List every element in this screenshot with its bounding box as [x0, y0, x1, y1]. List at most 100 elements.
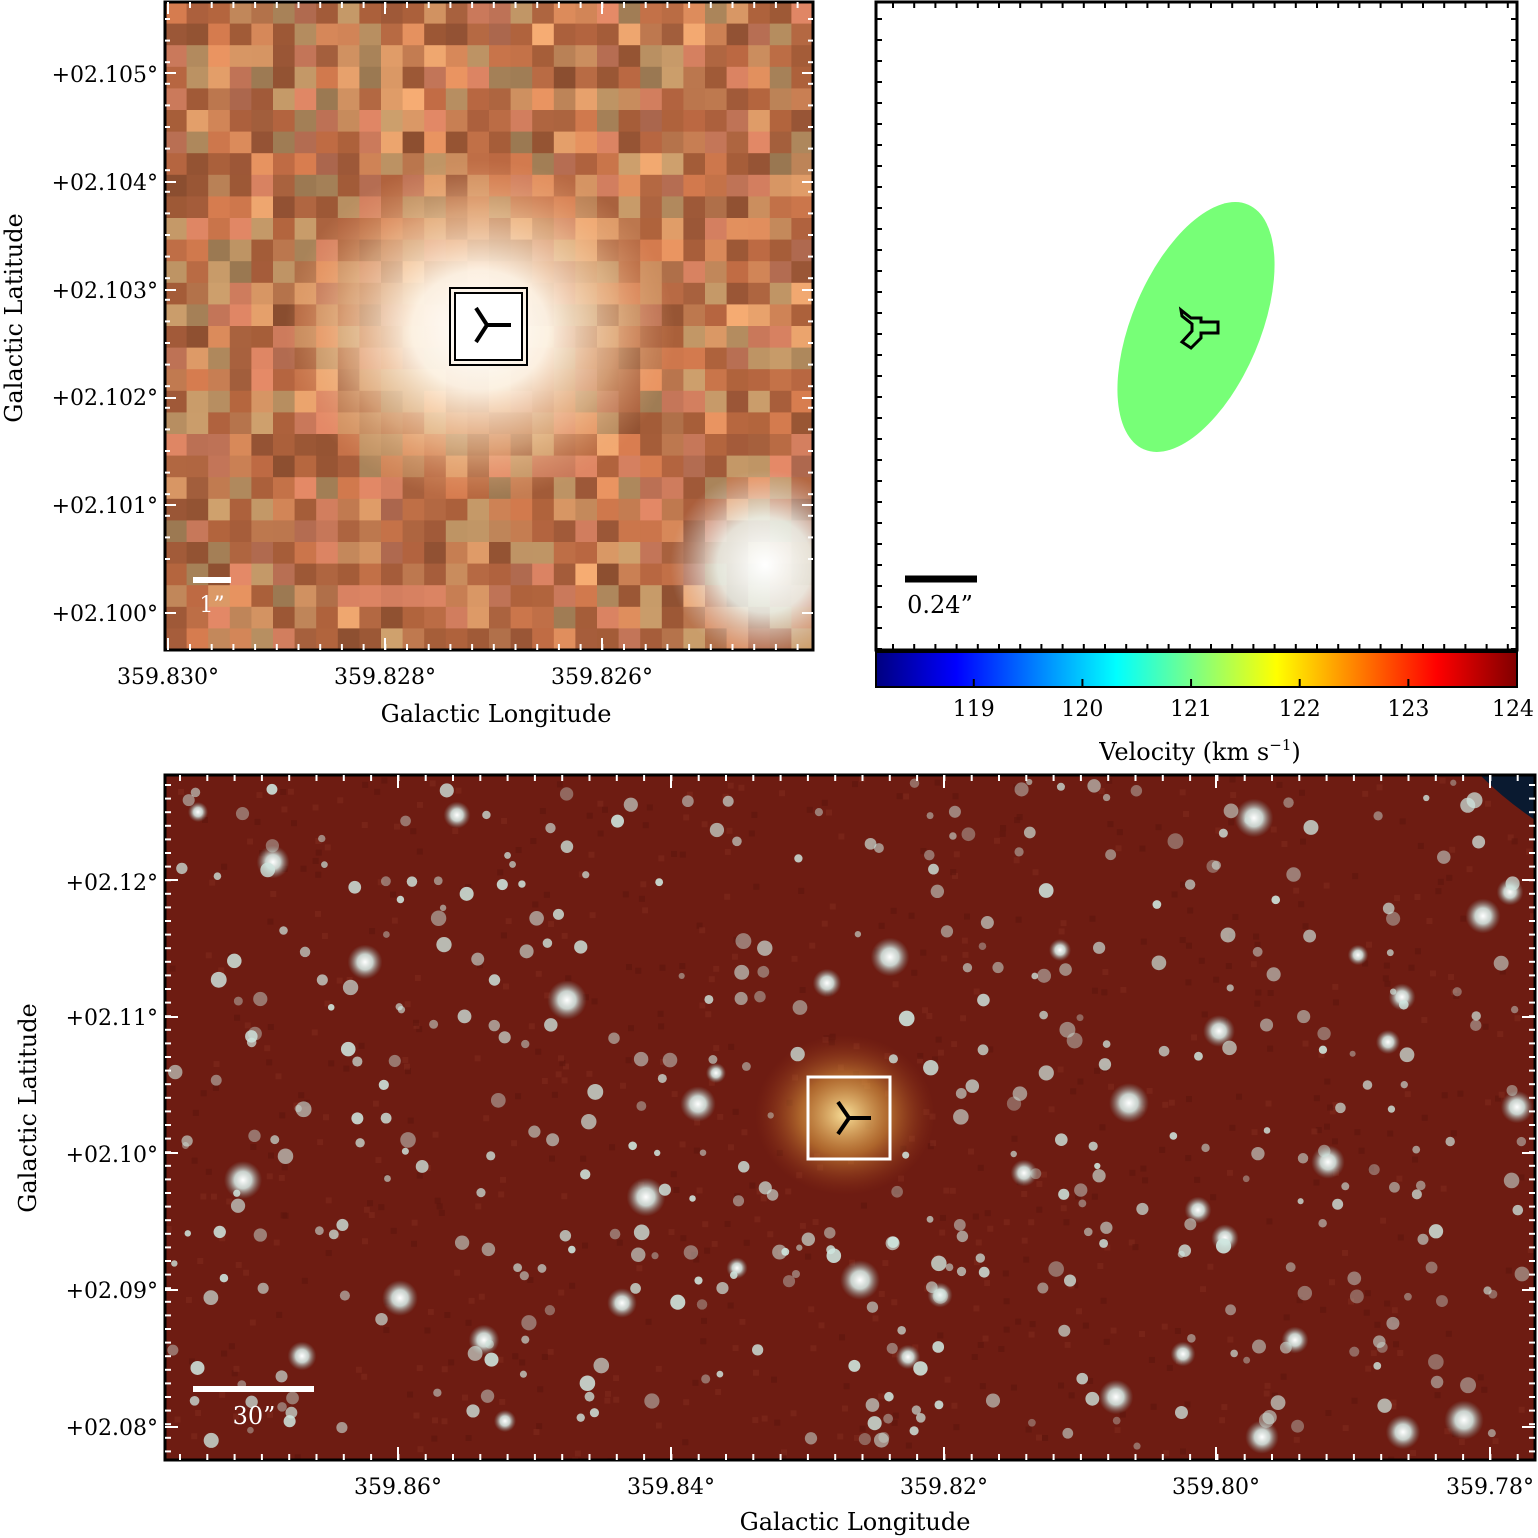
noise-pixel — [892, 1351, 899, 1358]
faint-star — [1152, 900, 1162, 909]
image-pixel — [186, 412, 209, 435]
noise-pixel — [441, 1418, 448, 1425]
noise-pixel — [1404, 1091, 1411, 1098]
noise-pixel — [872, 1315, 879, 1322]
image-pixel — [251, 131, 274, 154]
noise-pixel — [315, 849, 322, 856]
faint-star — [1242, 1175, 1250, 1183]
image-pixel — [251, 2, 274, 25]
noise-pixel — [734, 1193, 741, 1200]
faint-star — [1058, 1188, 1070, 1200]
noise-pixel — [527, 1276, 534, 1283]
faint-star — [190, 1360, 205, 1375]
faint-star — [401, 1147, 409, 1155]
faint-star — [227, 953, 242, 969]
image-pixel — [186, 390, 209, 413]
noise-pixel — [806, 806, 813, 813]
noise-pixel — [920, 949, 927, 956]
image-pixel — [251, 434, 274, 457]
noise-pixel — [1370, 1350, 1377, 1357]
image-pixel — [748, 196, 771, 219]
faint-star — [662, 1052, 678, 1068]
image-pixel — [489, 606, 512, 629]
bright-star — [382, 1280, 418, 1316]
image-pixel — [381, 542, 404, 565]
faint-star — [1244, 816, 1252, 824]
image-pixel — [705, 434, 728, 457]
noise-pixel — [1302, 923, 1309, 930]
bright-star — [1465, 898, 1501, 934]
faint-star — [486, 1151, 496, 1161]
faint-star — [203, 1290, 219, 1306]
faint-star — [1014, 847, 1024, 857]
image-pixel — [575, 153, 598, 176]
noise-pixel — [381, 777, 388, 784]
noise-pixel — [791, 955, 798, 962]
noise-pixel — [407, 1391, 414, 1398]
noise-pixel — [705, 1011, 712, 1018]
noise-pixel — [727, 1144, 734, 1151]
noise-pixel — [704, 1247, 711, 1254]
image-pixel — [359, 110, 382, 133]
faint-star — [709, 822, 725, 838]
image-pixel — [381, 563, 404, 586]
top-left-panel: 1” +02.105° +02.104° +02.103° +02.102° +… — [0, 0, 821, 728]
image-pixel — [748, 45, 771, 68]
noise-pixel — [668, 1229, 675, 1236]
image-pixel — [424, 45, 447, 68]
noise-pixel — [1185, 1155, 1192, 1162]
image-pixel — [467, 563, 490, 586]
image-pixel — [445, 110, 468, 133]
faint-star — [471, 952, 485, 966]
noise-pixel — [444, 1311, 451, 1318]
image-pixel — [640, 455, 663, 478]
faint-star — [1105, 849, 1117, 861]
faint-star — [545, 822, 556, 834]
image-pixel — [251, 88, 274, 111]
noise-pixel — [315, 871, 322, 878]
bright-star — [680, 1086, 716, 1122]
noise-pixel — [561, 1077, 568, 1084]
image-pixel — [251, 174, 274, 197]
noise-pixel — [454, 1269, 461, 1276]
image-pixel — [402, 110, 425, 133]
image-pixel — [748, 239, 771, 262]
noise-pixel — [405, 1068, 412, 1075]
noise-pixel — [192, 1109, 199, 1116]
image-pixel — [489, 110, 512, 133]
image-pixel — [769, 347, 792, 370]
faint-star — [1076, 1014, 1084, 1022]
faint-star — [348, 880, 362, 894]
noise-pixel — [930, 1140, 937, 1147]
faint-star — [608, 1032, 620, 1044]
bright-star — [1347, 944, 1369, 966]
bright-star — [812, 968, 842, 998]
image-pixel — [661, 455, 684, 478]
noise-pixel — [178, 788, 185, 795]
faint-star — [1368, 1164, 1380, 1176]
x-tick-label: 359.826° — [551, 665, 653, 690]
faint-star — [801, 1232, 816, 1246]
noise-pixel — [1485, 1099, 1492, 1106]
faint-star — [633, 1051, 649, 1067]
noise-pixel — [973, 988, 980, 995]
image-pixel — [467, 542, 490, 565]
image-pixel — [229, 455, 252, 478]
bright-star — [287, 1341, 317, 1371]
image-pixel — [597, 88, 620, 111]
noise-pixel — [1100, 1297, 1107, 1304]
faint-star — [1174, 1406, 1188, 1419]
faint-star — [1062, 1427, 1074, 1439]
noise-pixel — [1021, 1191, 1028, 1198]
y-tick-label: +02.105° — [52, 63, 158, 88]
image-pixel — [489, 563, 512, 586]
image-pixel — [294, 563, 317, 586]
image-pixel — [316, 520, 339, 543]
noise-pixel — [1368, 1165, 1375, 1172]
image-pixel — [359, 2, 382, 25]
noise-pixel — [679, 963, 686, 970]
faint-star — [378, 1079, 389, 1091]
image-pixel — [359, 585, 382, 608]
image-pixel — [402, 606, 425, 629]
noise-pixel — [362, 781, 369, 788]
